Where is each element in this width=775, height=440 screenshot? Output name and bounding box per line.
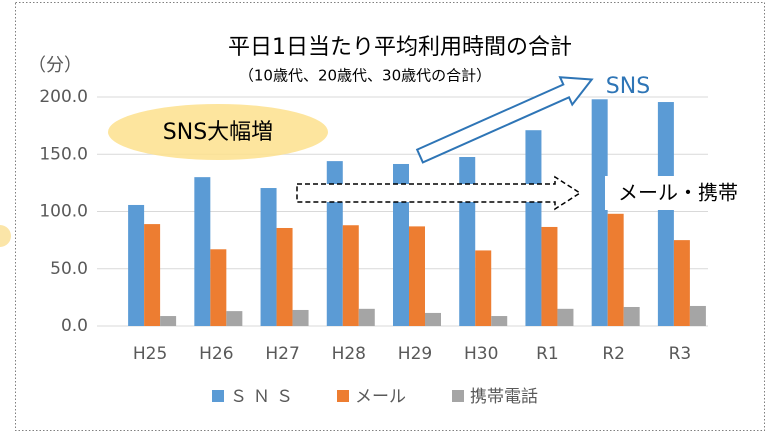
bar	[673, 240, 690, 326]
bar	[210, 249, 227, 326]
chart-title: 平日1日当たり平均利用時間の合計	[228, 35, 572, 60]
y-tick-label: 0.0	[61, 316, 88, 336]
legend-swatch	[212, 390, 224, 402]
bar	[393, 163, 409, 326]
bar	[144, 224, 161, 326]
bar	[607, 213, 624, 326]
bar	[525, 130, 542, 326]
x-tick-label: H28	[332, 344, 366, 364]
decoration	[0, 225, 11, 247]
x-tick-label: R2	[602, 344, 625, 364]
bar	[342, 225, 359, 326]
bar	[623, 306, 640, 326]
bar	[491, 316, 508, 326]
bar	[459, 156, 476, 326]
bar	[541, 226, 558, 326]
x-tick-label: H25	[133, 344, 167, 364]
legend-swatch	[337, 390, 349, 402]
unit-label: （分）	[28, 55, 82, 76]
callout-ellipse	[108, 104, 328, 160]
bar	[425, 312, 441, 326]
x-tick-label: H30	[464, 344, 498, 364]
annotation: メール・携帯	[618, 181, 738, 205]
legend-label: 携帯電話	[470, 387, 538, 407]
bar	[128, 204, 145, 326]
y-tick-label: 150.0	[39, 144, 88, 164]
x-tick-label: R3	[669, 344, 692, 364]
x-tick-label: H29	[398, 344, 432, 364]
annotation: SNS	[606, 74, 650, 99]
y-tick-label: 200.0	[39, 87, 88, 107]
y-tick-label: 50.0	[50, 259, 88, 279]
bar	[557, 308, 574, 326]
x-tick-label: H26	[199, 344, 233, 364]
bar	[409, 226, 425, 326]
y-tick-label: 100.0	[39, 202, 88, 222]
bar	[475, 250, 492, 326]
x-tick-label: H27	[265, 344, 299, 364]
bar	[160, 316, 177, 326]
bar	[358, 308, 375, 326]
label-box	[605, 176, 750, 210]
bar	[260, 188, 277, 326]
bar	[292, 309, 309, 326]
arrow	[415, 76, 594, 164]
legend-swatch	[452, 390, 464, 402]
bar	[657, 102, 674, 327]
bar	[276, 227, 293, 326]
legend-label: メール	[355, 387, 406, 407]
bar	[689, 305, 706, 326]
frame	[15, 2, 765, 431]
bar	[226, 311, 243, 326]
arrow	[296, 175, 582, 211]
annotation: SNS大幅増	[163, 120, 273, 145]
legend-label: ＳＮＳ	[230, 387, 299, 407]
bar	[194, 177, 211, 326]
bar	[591, 99, 608, 326]
chart-subtitle: （10歳代、20歳代、30歳代の合計）	[239, 67, 491, 85]
x-tick-label: R1	[536, 344, 559, 364]
